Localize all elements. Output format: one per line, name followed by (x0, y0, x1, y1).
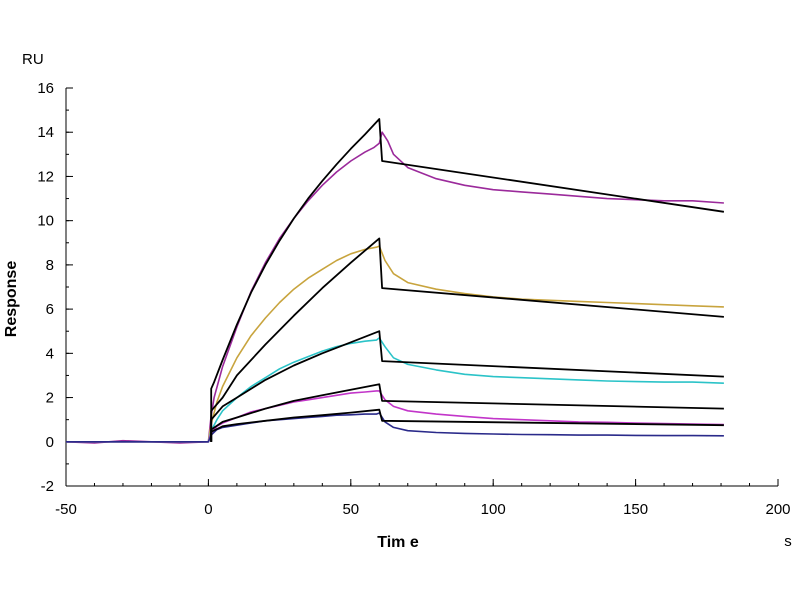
y-tick-label: 2 (46, 390, 54, 407)
y-tick-label: 12 (37, 168, 54, 185)
x-tick-label: 100 (481, 501, 506, 518)
plot-area (65, 118, 725, 444)
y-tick-label: 10 (37, 213, 54, 230)
fit-line-6 (210, 237, 724, 442)
fit-line-9 (210, 408, 724, 442)
x-tick-label: 50 (342, 501, 359, 518)
x-axis-title: Tim e (377, 534, 419, 551)
fit-line-5 (210, 118, 725, 442)
response-line-3 (66, 390, 724, 443)
response-line-1 (66, 245, 724, 443)
x-tick-label: 200 (765, 501, 790, 518)
response-line-0 (65, 131, 724, 444)
y-tick-label: 16 (37, 80, 54, 97)
x-tick-label: 0 (204, 501, 212, 518)
y-tick-label: 8 (46, 257, 54, 274)
response-line-4 (66, 412, 724, 443)
y-unit-label: RU (22, 51, 44, 68)
y-tick-label: 14 (37, 124, 54, 141)
fit-line-8 (210, 383, 724, 442)
x-tick-label: -50 (55, 501, 77, 518)
x-tick-label: 150 (623, 501, 648, 518)
response-line-2 (66, 337, 724, 443)
y-tick-label: -2 (41, 478, 54, 495)
y-axis-title: Response (3, 261, 20, 338)
axes: -2 0 2 4 6 8 10 12 14 16 -50 0 50 100 150 200 (37, 80, 790, 518)
fit-line-7 (210, 330, 724, 442)
y-tick-label: 0 (46, 434, 54, 451)
y-tick-label: 6 (46, 301, 54, 318)
x-unit-label: s (784, 533, 792, 550)
y-tick-label: 4 (46, 345, 54, 362)
